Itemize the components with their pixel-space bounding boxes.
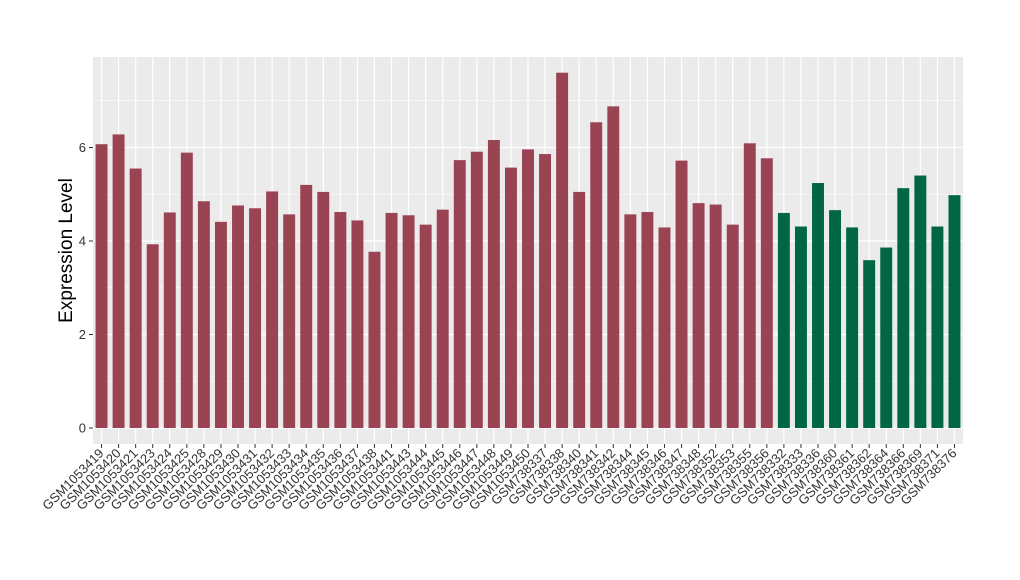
bar-GSM738340 [573,191,586,428]
bar-GSM1053424 [163,212,176,428]
bar-GSM738345 [641,212,654,428]
bar-GSM738336 [812,183,824,428]
bar-GSM1053446 [453,160,466,428]
bar-GSM738337 [539,154,552,429]
bar-GSM1053420 [112,134,125,428]
bar-GSM738355 [743,143,756,429]
bar-GSM1053441 [385,212,398,428]
bar-GSM738360 [829,210,842,428]
bar-GSM738342 [607,106,620,429]
bar-GSM1053437 [351,220,364,428]
y-tick-label: 4 [79,234,86,249]
bar-GSM738347 [675,160,688,428]
bar-GSM1053436 [334,212,347,428]
bar-GSM738369 [914,175,927,428]
bar-GSM1053443 [402,215,415,428]
bar-GSM738356 [760,158,773,428]
bar-GSM738333 [794,226,807,428]
bar-GSM1053438 [368,251,381,428]
bar-GSM738348 [692,203,705,428]
bar-GSM1053423 [146,244,159,428]
bar-GSM1053429 [214,221,227,428]
bar-GSM1053432 [266,191,279,428]
bar-GSM1053421 [129,168,142,428]
bar-GSM1053419 [95,144,108,429]
bar-GSM1053444 [419,224,432,428]
bar-GSM738376 [948,195,961,428]
bar-GSM1053435 [317,191,330,428]
bars [95,72,961,429]
bar-GSM738338 [556,72,569,428]
bar-GSM1053434 [300,184,313,428]
y-axis-title: Expression Level [56,178,77,323]
bar-GSM738341 [590,122,603,428]
bar-GSM1053447 [470,151,483,428]
bar-GSM738332 [777,212,790,428]
bar-GSM738361 [846,227,859,428]
bar-GSM1053445 [436,209,449,428]
x-axis: GSM1053419GSM1053420GSM1053421GSM1053423… [39,444,960,513]
bar-GSM738364 [880,247,893,428]
bar-GSM1053431 [249,208,262,428]
bar-GSM1053425 [180,152,193,428]
bar-GSM1053428 [197,201,210,428]
bar-GSM1053448 [487,140,500,428]
bar-GSM738352 [709,204,722,428]
bar-GSM738344 [624,214,637,428]
y-tick-label: 6 [79,140,86,155]
y-tick-label: 2 [79,327,86,342]
bar-GSM738353 [726,224,739,428]
bar-GSM1053450 [522,149,534,428]
y-axis: 0 2 4 6 [79,140,93,436]
bar-GSM1053449 [504,167,517,429]
bar-GSM738371 [931,226,944,428]
bar-GSM1053430 [232,205,244,428]
y-tick-label: 0 [79,421,86,436]
bar-GSM738362 [863,260,876,428]
bar-GSM738366 [897,188,910,428]
bar-GSM1053433 [283,214,296,428]
bar-GSM738346 [658,227,671,428]
